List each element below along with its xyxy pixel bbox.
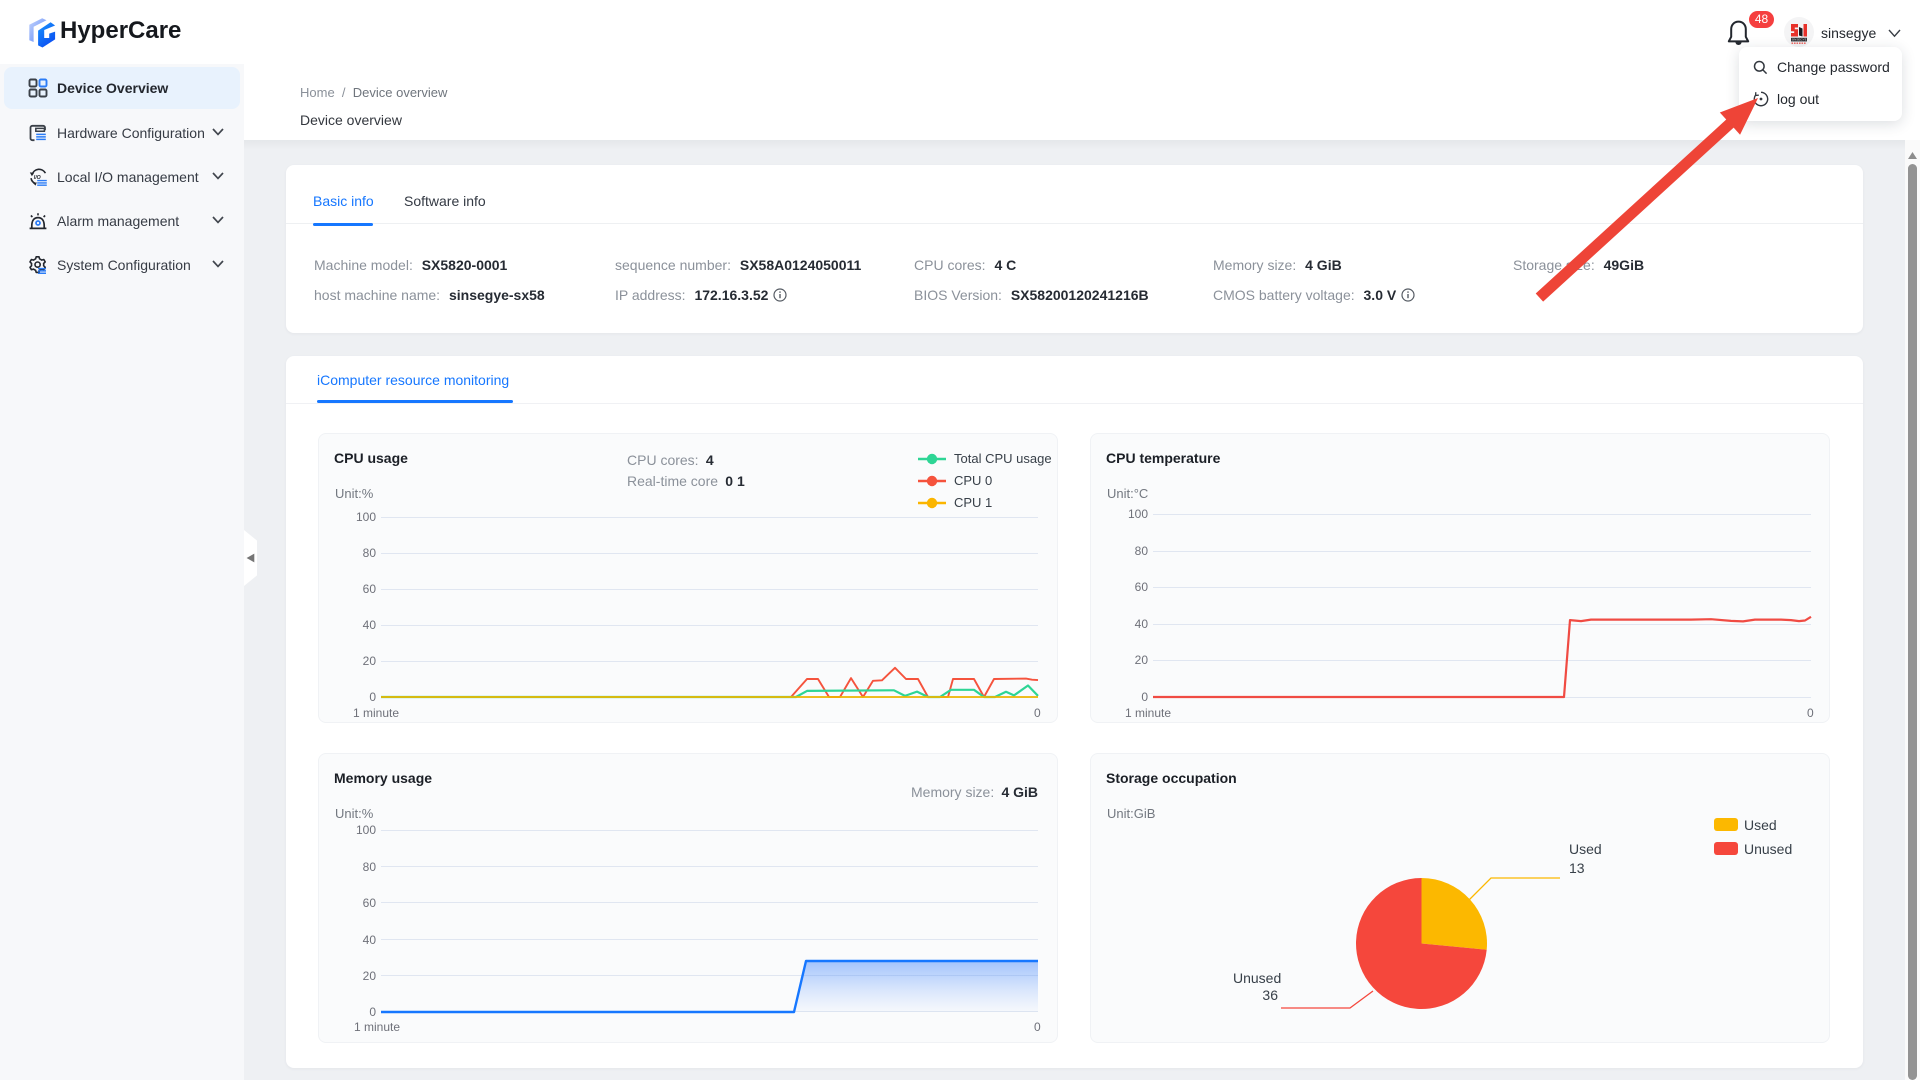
- svg-text:SINSEGYE: SINSEGYE: [1791, 38, 1806, 42]
- svg-text:I/O: I/O: [34, 175, 41, 181]
